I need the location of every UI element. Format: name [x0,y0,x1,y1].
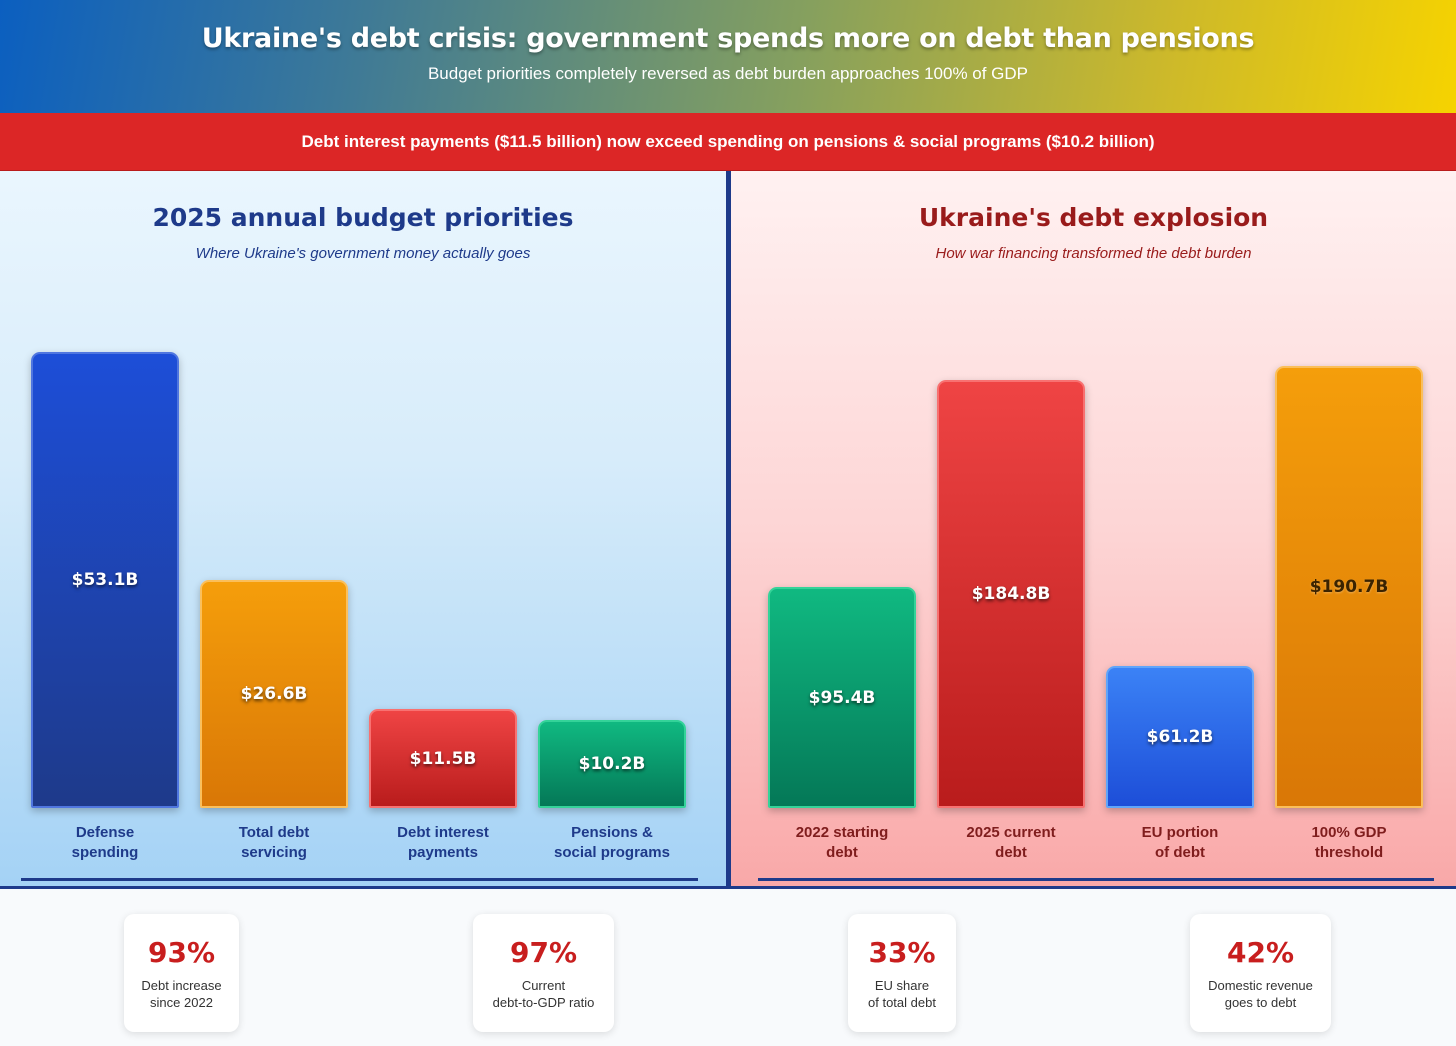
stat-label: Current debt-to-GDP ratio [492,978,595,1010]
page-subtitle: Budget priorities completely reversed as… [427,64,1029,83]
bar-2025-debt: $184.8B [937,380,1085,808]
category-label: 2022 starting debt [795,824,889,861]
debt-chart-plot: $95.4B 2022 starting debt $184.8B 2025 curr… [731,171,1456,889]
stat-label: Debt increase since 2022 [141,978,222,1010]
category-label: Debt interest payments [397,824,489,861]
bar-value-label: $26.6B [240,684,308,704]
stat-card-debt-to-gdp: 97% Current debt-to-GDP ratio [473,914,614,1032]
bar-value-label: $61.2B [1146,727,1214,747]
bar-debt-interest: $11.5B [369,709,517,808]
section-divider [0,886,1456,889]
budget-chart-title: 2025 annual budget priorities [152,203,574,232]
stat-label: Domestic revenue goes to debt [1208,978,1313,1010]
panel-divider [726,171,731,889]
stat-value: 33% [868,936,936,969]
debt-chart-subtitle: How war financing transformed the debt b… [935,245,1252,262]
bar-value-label: $53.1B [71,570,139,590]
debt-explosion-panel: Ukraine's debt explosion How war financi… [731,171,1456,889]
budget-priorities-panel: 2025 annual budget priorities Where Ukra… [0,171,726,889]
budget-chart-baseline [21,878,698,881]
category-label: EU portion of debt [1141,824,1219,861]
alert-banner: Debt interest payments ($11.5 billion) n… [0,113,1456,171]
debt-chart-baseline [758,878,1434,881]
bar-2022-debt: $95.4B [768,587,916,808]
bar-value-label: $184.8B [971,584,1051,604]
category-label: Defense spending [71,824,139,861]
bar-value-label: $190.7B [1309,577,1389,597]
bar-defense: $53.1B [31,352,179,808]
budget-chart-subtitle: Where Ukraine's government money actuall… [195,245,531,262]
stat-value: 93% [147,936,216,969]
bar-value-label: $11.5B [409,748,477,769]
category-label: 100% GDP threshold [1311,824,1387,861]
bar-value-label: $10.2B [578,754,646,774]
category-label: Pensions & social programs [554,824,670,861]
stat-card-debt-increase: 93% Debt increase since 2022 [124,914,239,1032]
bar-eu-portion: $61.2B [1106,666,1254,808]
bar-gdp-threshold: $190.7B [1275,366,1423,808]
header: Ukraine's debt crisis: government spends… [0,0,1456,113]
page-title: Ukraine's debt crisis: government spends… [201,23,1255,54]
stat-card-eu-share: 33% EU share of total debt [848,914,956,1032]
stat-label: EU share of total debt [868,978,936,1010]
bar-pensions: $10.2B [538,720,686,808]
stat-value: 97% [509,936,578,969]
stat-card-domestic-revenue: 42% Domestic revenue goes to debt [1190,914,1331,1032]
debt-chart-title: Ukraine's debt explosion [918,203,1269,232]
budget-chart-plot: $53.1B Defense spending $26.6B Total debt s… [0,171,726,889]
bar-value-label: $95.4B [808,687,876,708]
category-label: Total debt servicing [238,824,310,861]
bar-debt-servicing: $26.6B [200,580,348,808]
stat-value: 42% [1226,936,1295,969]
category-label: 2025 current debt [966,824,1056,861]
